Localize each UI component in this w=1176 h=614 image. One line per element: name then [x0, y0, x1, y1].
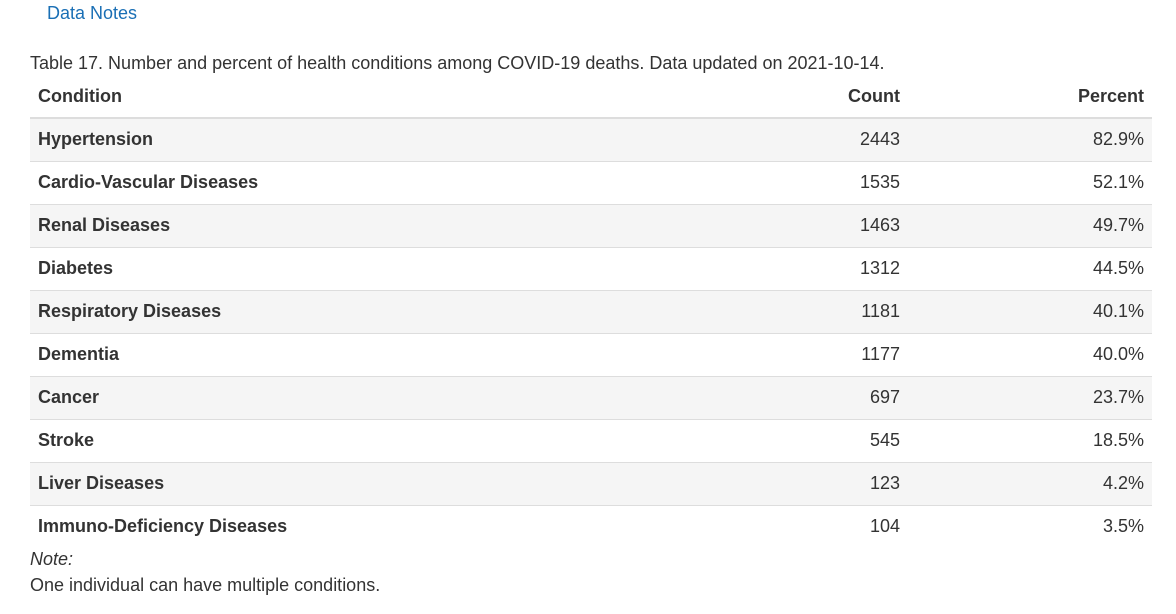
table-row: Hypertension 2443 82.9% [30, 118, 1152, 161]
condition-cell: Immuno-Deficiency Diseases [30, 504, 730, 548]
table-caption: Table 17. Number and percent of health c… [30, 53, 885, 73]
table-row: Respiratory Diseases 1181 40.1% [30, 289, 1152, 333]
column-header-count[interactable]: Count [730, 76, 930, 119]
count-cell: 123 [730, 461, 930, 505]
conditions-table: Condition Count Percent Hypertension 2443… [30, 76, 1152, 548]
condition-cell: Cardio-Vascular Diseases [30, 160, 730, 204]
count-cell: 104 [730, 504, 930, 548]
condition-cell: Diabetes [30, 246, 730, 290]
table-row: Cardio-Vascular Diseases 1535 52.1% [30, 160, 1152, 204]
percent-cell: 40.1% [930, 289, 1152, 333]
count-cell: 1535 [730, 160, 930, 204]
condition-cell: Dementia [30, 332, 730, 376]
table-row: Renal Diseases 1463 49.7% [30, 203, 1152, 247]
note-text: One individual can have multiple conditi… [30, 575, 381, 595]
table-row: Cancer 697 23.7% [30, 375, 1152, 419]
table-row: Stroke 545 18.5% [30, 418, 1152, 462]
percent-cell: 3.5% [930, 504, 1152, 548]
condition-cell: Stroke [30, 418, 730, 462]
table-row: Liver Diseases 123 4.2% [30, 461, 1152, 505]
table-header-row: Condition Count Percent [30, 76, 1152, 119]
count-cell: 1181 [730, 289, 930, 333]
count-cell: 1463 [730, 203, 930, 247]
count-cell: 545 [730, 418, 930, 462]
table-body: Hypertension 2443 82.9% Cardio-Vascular Dis… [30, 118, 1152, 548]
percent-cell: 4.2% [930, 461, 1152, 505]
condition-cell: Hypertension [38, 129, 154, 150]
count-cell: 697 [730, 375, 930, 419]
table-row: Immuno-Deficiency Diseases 104 3.5% [30, 504, 1152, 548]
column-header-percent[interactable]: Percent [930, 76, 1152, 119]
count-cell: 2443 [859, 129, 900, 150]
condition-cell: Renal Diseases [30, 203, 730, 247]
percent-cell: 49.7% [930, 203, 1152, 247]
data-notes-link[interactable]: Data Notes [47, 3, 138, 23]
percent-cell: 82.9% [1092, 129, 1144, 150]
table-row: Dementia 1177 40.0% [30, 332, 1152, 376]
percent-cell: 44.5% [930, 246, 1152, 290]
percent-cell: 18.5% [930, 418, 1152, 462]
count-cell: 1312 [730, 246, 930, 290]
percent-cell: 52.1% [930, 160, 1152, 204]
note-label: Note: [30, 549, 74, 569]
condition-cell: Liver Diseases [30, 461, 730, 505]
condition-cell: Respiratory Diseases [30, 289, 730, 333]
condition-cell: Cancer [30, 375, 730, 419]
percent-cell: 23.7% [930, 375, 1152, 419]
percent-cell: 40.0% [930, 332, 1152, 376]
count-cell: 1177 [730, 332, 930, 376]
column-header-condition[interactable]: Condition [30, 76, 730, 119]
table-row: Diabetes 1312 44.5% [30, 246, 1152, 290]
